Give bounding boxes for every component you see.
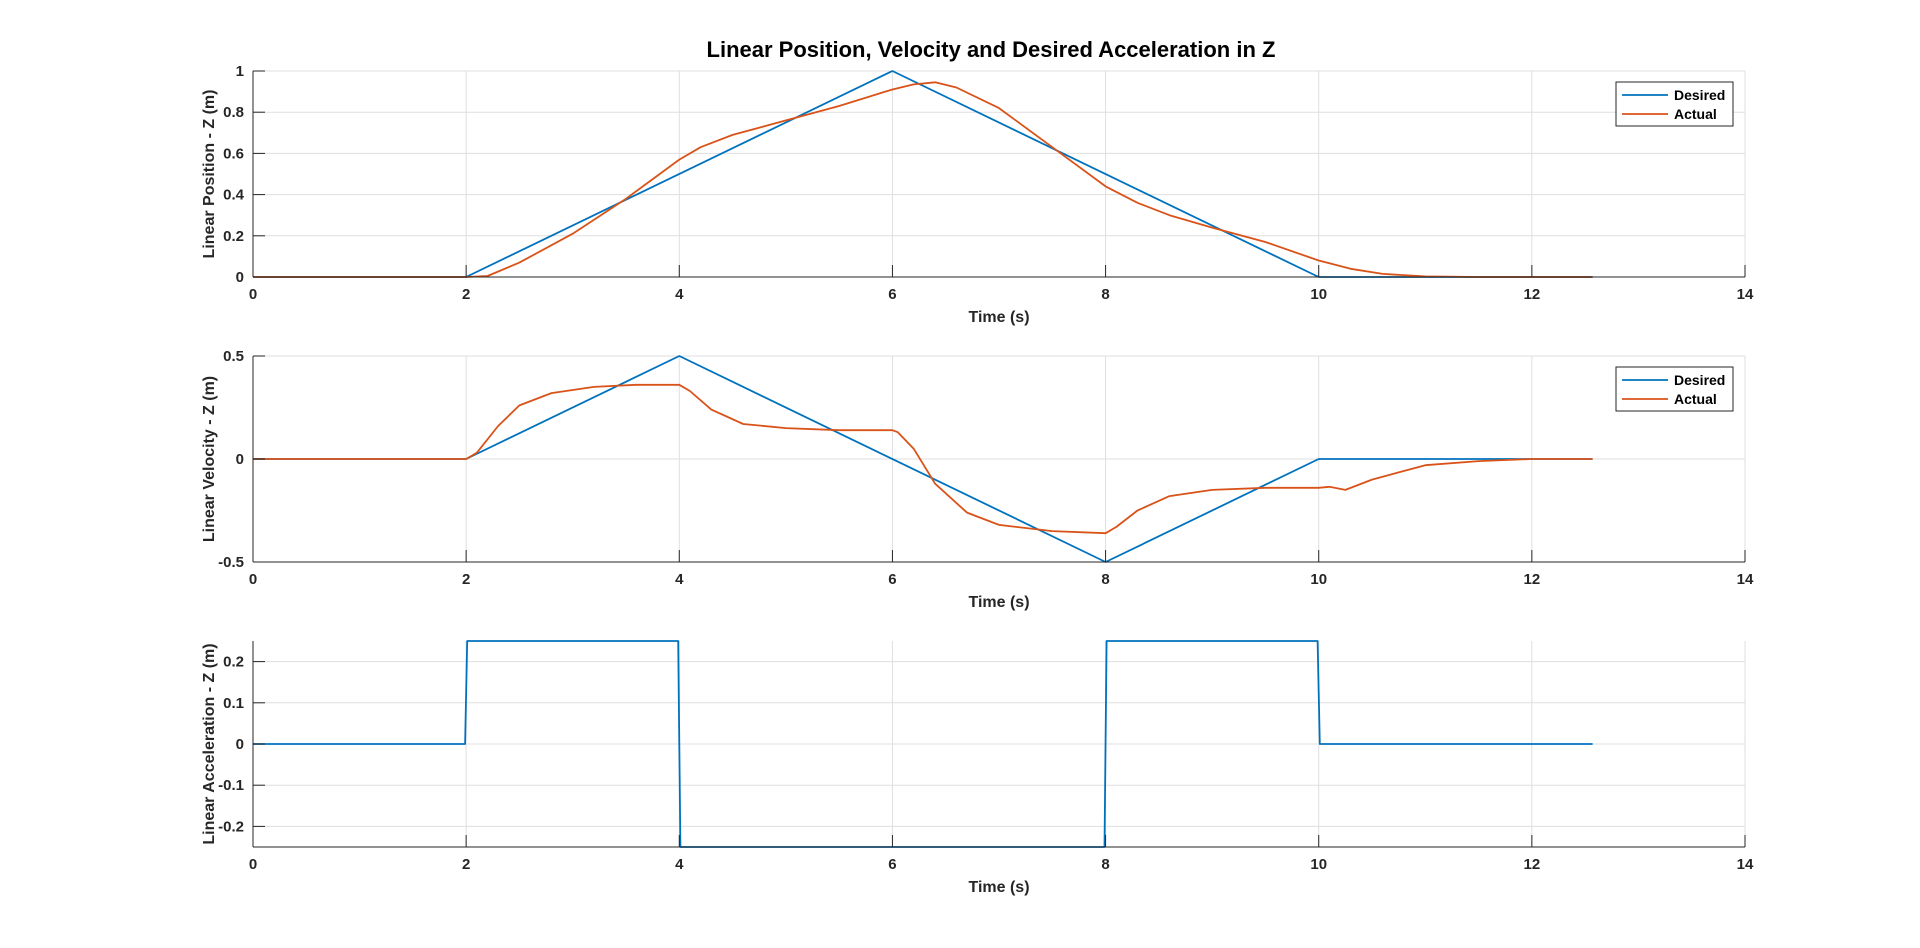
x-tick-label: 12 <box>1524 856 1541 873</box>
legend-label-actual: Actual <box>1674 391 1717 407</box>
subplot-3: 0 2 4 6 8 10 12 14 -0.2 -0.1 0 0.1 0.2 Time (s) Linear… <box>201 640 1754 896</box>
y-tick-label: -0.1 <box>218 777 244 794</box>
x-tick-label: 0 <box>249 856 257 873</box>
legend-label-desired: Desired <box>1674 87 1725 103</box>
y-axis-label: Linear Velocity - Z (m) <box>201 376 218 542</box>
x-tick-label: 0 <box>249 286 257 303</box>
x-tick-label: 4 <box>675 856 684 873</box>
legend: Desired Actual <box>1615 81 1734 127</box>
x-tick-label: 14 <box>1737 286 1754 303</box>
plots-container: 0 2 4 6 8 10 12 14 0 0.2 0.4 0.6 0.8 1 Time (s) Linear … <box>201 63 1754 896</box>
x-tick-label: 4 <box>675 286 684 303</box>
subplot-2: 0 2 4 6 8 10 12 14 -0.5 0 0.5 Time (s) Linear Veloci… <box>201 348 1754 611</box>
x-tick-label: 12 <box>1524 286 1541 303</box>
x-tick-label: 4 <box>675 571 684 588</box>
x-tick-label: 8 <box>1101 856 1109 873</box>
y-tick-label: 0.2 <box>223 228 244 245</box>
y-tick-label: 0.5 <box>223 348 244 365</box>
series-line-desired <box>253 70 1593 278</box>
x-tick-label: 2 <box>462 286 470 303</box>
x-tick-label: 8 <box>1101 286 1109 303</box>
x-tick-label: 2 <box>462 856 470 873</box>
x-axis-label: Time (s) <box>968 309 1029 326</box>
y-tick-label: 0 <box>236 736 244 753</box>
y-tick-label: 0 <box>236 451 244 468</box>
x-tick-label: 14 <box>1737 571 1754 588</box>
y-tick-label: 0.8 <box>223 104 244 121</box>
y-tick-label: 0 <box>236 269 244 286</box>
y-tick-label: 0.6 <box>223 145 244 162</box>
x-axis-label: Time (s) <box>968 594 1029 611</box>
y-axis-label: Linear Acceleration - Z (m) <box>201 643 218 844</box>
legend: Desired Actual <box>1615 366 1734 412</box>
legend-box <box>1615 81 1734 127</box>
legend-box <box>1615 366 1734 412</box>
x-tick-label: 6 <box>888 856 896 873</box>
legend-label-actual: Actual <box>1674 106 1717 122</box>
x-tick-label: 10 <box>1310 571 1327 588</box>
y-axis-label: Linear Position - Z (m) <box>201 90 218 259</box>
x-tick-label: 2 <box>462 571 470 588</box>
x-tick-label: 10 <box>1310 286 1327 303</box>
x-tick-label: 6 <box>888 286 896 303</box>
x-tick-label: 8 <box>1101 571 1109 588</box>
x-tick-label: 0 <box>249 571 257 588</box>
y-tick-label: 0.2 <box>223 654 244 671</box>
x-tick-label: 14 <box>1737 856 1754 873</box>
y-tick-label: 0.4 <box>223 187 245 204</box>
x-tick-label: 12 <box>1524 571 1541 588</box>
figure-title: Linear Position, Velocity and Desired Ac… <box>707 37 1276 62</box>
series-line-actual <box>253 81 1593 278</box>
y-tick-label: 0.1 <box>223 695 244 712</box>
y-tick-label: -0.5 <box>218 554 244 571</box>
legend-label-desired: Desired <box>1674 372 1725 388</box>
series-line-actual <box>253 383 1593 535</box>
subplot-1: 0 2 4 6 8 10 12 14 0 0.2 0.4 0.6 0.8 1 Time (s) Linear … <box>201 63 1754 326</box>
x-axis-label: Time (s) <box>968 879 1029 896</box>
x-tick-label: 10 <box>1310 856 1327 873</box>
x-tick-label: 6 <box>888 571 896 588</box>
y-tick-label: 1 <box>236 63 244 80</box>
y-tick-label: -0.2 <box>218 818 244 835</box>
